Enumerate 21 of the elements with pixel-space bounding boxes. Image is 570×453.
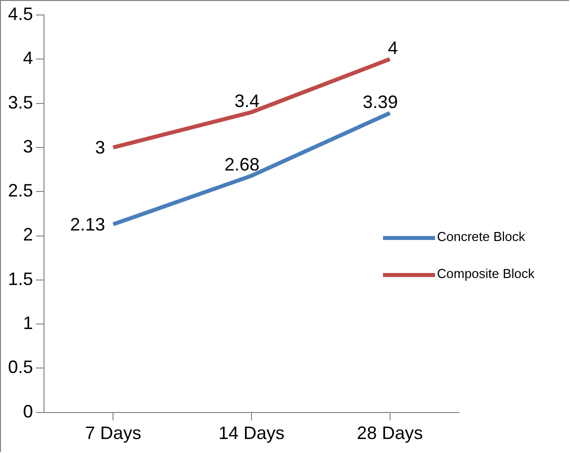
y-tick-label: 2 [23,224,34,245]
y-tick-label: 4 [23,48,34,68]
data-label: 4 [388,38,398,58]
data-label: 2.68 [224,154,260,175]
data-label: 3 [95,137,106,158]
y-tick-label: 1.5 [8,268,34,289]
data-label: 2.13 [70,214,106,234]
y-tick-label: 4.5 [8,4,34,24]
y-tick-label: 0.5 [8,357,34,378]
legend-label: Composite Block [437,266,536,281]
y-tick-label: 3 [23,136,34,156]
legend-label: Concrete Block [437,229,526,244]
y-tick-label: 1 [23,313,34,334]
x-tick-label: 28 Days [356,423,423,444]
data-label: 3.4 [234,91,260,112]
y-tick-label: 2.5 [8,180,34,201]
y-tick-label: 3.5 [8,92,34,112]
x-tick-label: 14 Days [218,423,285,444]
data-label: 3.39 [362,92,398,112]
y-tick-label: 0 [23,401,34,422]
x-tick-label: 7 Days [85,423,142,444]
